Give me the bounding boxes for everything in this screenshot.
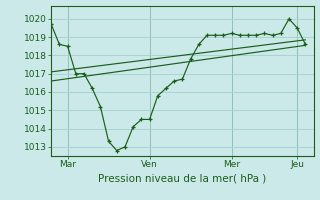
X-axis label: Pression niveau de la mer( hPa ): Pression niveau de la mer( hPa ): [98, 173, 267, 183]
